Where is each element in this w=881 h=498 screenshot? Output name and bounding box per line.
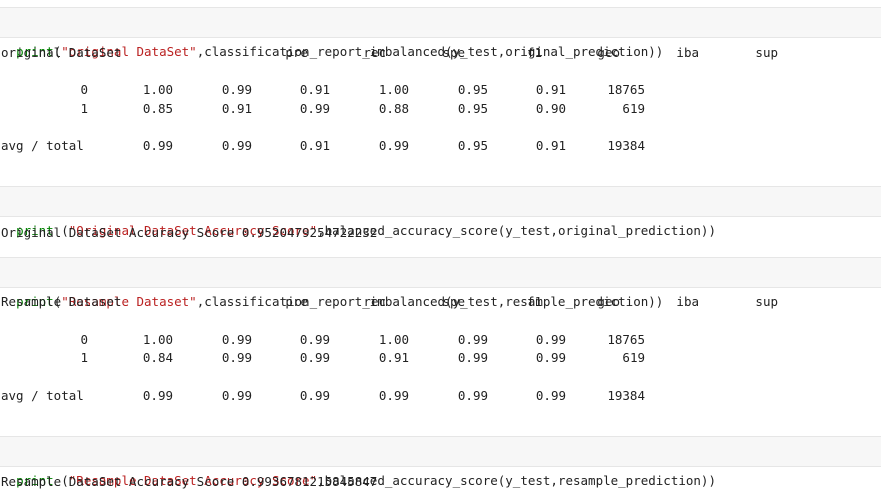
- code-rest: ,balanced_accuracy_score(y_test,resample…: [317, 473, 716, 488]
- cell-value: 0.95: [457, 138, 488, 153]
- header-sup: sup: [755, 294, 778, 309]
- code-rest: ,classification_report_imbalanced(y_test…: [196, 294, 664, 309]
- cell-value: 0.91: [535, 138, 566, 153]
- cell-value: 0.99: [457, 350, 488, 365]
- header-pre: pre: [285, 45, 308, 60]
- header-pre: pre: [285, 294, 308, 309]
- code-rest: ,balanced_accuracy_score(y_test,original…: [317, 223, 716, 238]
- cell-value: 0.99: [221, 138, 252, 153]
- row-label: 1: [80, 101, 88, 116]
- output-accuracy-resample: Resample DataSet Accuracy Score 0.993678…: [1, 474, 378, 489]
- code-cell-classification-report-resample[interactable]: print("Resample Dataset",classification_…: [0, 257, 881, 309]
- cell-value: 1.00: [142, 82, 173, 97]
- cell-value: 0.90: [535, 101, 566, 116]
- cell-value: 0.99: [299, 332, 330, 347]
- row-label: 0: [80, 332, 88, 347]
- row-label-avg: avg / total: [1, 138, 84, 153]
- cell-value: 1.00: [378, 82, 409, 97]
- string-literal: "Resample DataSet Accuracy Score": [68, 473, 318, 488]
- cell-value: 0.85: [142, 101, 173, 116]
- cell-value: 0.99: [221, 82, 252, 97]
- row-label: 1: [80, 350, 88, 365]
- code-cell-classification-report-original[interactable]: print("original DataSet",classification_…: [0, 7, 881, 59]
- header-geo: geo: [597, 45, 620, 60]
- header-iba: iba: [676, 294, 699, 309]
- cell-value: 0.91: [378, 350, 409, 365]
- header-geo: geo: [597, 294, 620, 309]
- code-paren: (: [53, 44, 62, 59]
- cell-value: 0.91: [299, 82, 330, 97]
- code-paren: (: [53, 223, 69, 238]
- cell-value: 0.99: [457, 388, 488, 403]
- header-spe: spe: [442, 45, 465, 60]
- cell-value: 0.91: [299, 138, 330, 153]
- cell-value: 0.99: [378, 138, 409, 153]
- cell-value: 0.99: [142, 388, 173, 403]
- cell-value: 18765: [607, 82, 645, 97]
- cell-value: 1.00: [142, 332, 173, 347]
- print-keyword: print: [16, 44, 54, 59]
- cell-value: 1.00: [378, 332, 409, 347]
- cell-value: 619: [622, 350, 645, 365]
- cell-value: 0.99: [299, 101, 330, 116]
- header-spe: spe: [442, 294, 465, 309]
- cell-value: 0.99: [221, 332, 252, 347]
- string-literal: "original DataSet": [61, 44, 197, 59]
- report-title: Resample Dataset: [1, 294, 122, 309]
- code-rest: ,classification_report_imbalanced(y_test…: [196, 44, 664, 59]
- header-rec: rec: [363, 45, 386, 60]
- cell-value: 0.91: [221, 101, 252, 116]
- report-title: original DataSet: [1, 45, 122, 60]
- row-label: 0: [80, 82, 88, 97]
- header-f1: f1: [526, 294, 542, 309]
- cell-value: 0.99: [221, 388, 252, 403]
- cell-value: 0.99: [457, 332, 488, 347]
- cell-value: 0.99: [299, 350, 330, 365]
- cell-value: 0.99: [535, 332, 566, 347]
- code-paren: (: [53, 473, 69, 488]
- cell-value: 0.99: [535, 388, 566, 403]
- cell-value: 19384: [607, 388, 645, 403]
- cell-value: 0.84: [142, 350, 173, 365]
- cell-value: 18765: [607, 332, 645, 347]
- header-f1: f1: [526, 45, 542, 60]
- cell-value: 0.99: [142, 138, 173, 153]
- cell-value: 0.99: [378, 388, 409, 403]
- header-rec: rec: [363, 294, 386, 309]
- cell-value: 619: [622, 101, 645, 116]
- cell-value: 0.91: [535, 82, 566, 97]
- print-keyword: print: [16, 223, 54, 238]
- cell-value: 0.95: [457, 101, 488, 116]
- cell-value: 0.99: [221, 350, 252, 365]
- row-label-avg: avg / total: [1, 388, 84, 403]
- print-keyword: print: [16, 473, 54, 488]
- cell-value: 0.95: [457, 82, 488, 97]
- header-sup: sup: [755, 45, 778, 60]
- cell-value: 0.88: [378, 101, 409, 116]
- string-literal: "Resample Dataset": [61, 294, 197, 309]
- code-cell-accuracy-original[interactable]: print ("Original DataSet Accuracy Score"…: [0, 186, 881, 238]
- code-paren: (: [53, 294, 62, 309]
- string-literal: "Original DataSet Accuracy Score": [68, 223, 318, 238]
- output-accuracy-original: Original DataSet Accuracy Score 0.952047…: [1, 225, 378, 240]
- code-cell-accuracy-resample[interactable]: print ("Resample DataSet Accuracy Score"…: [0, 436, 881, 488]
- print-keyword: print: [16, 294, 54, 309]
- cell-value: 0.99: [299, 388, 330, 403]
- cell-value: 19384: [607, 138, 645, 153]
- cell-value: 0.99: [535, 350, 566, 365]
- header-iba: iba: [676, 45, 699, 60]
